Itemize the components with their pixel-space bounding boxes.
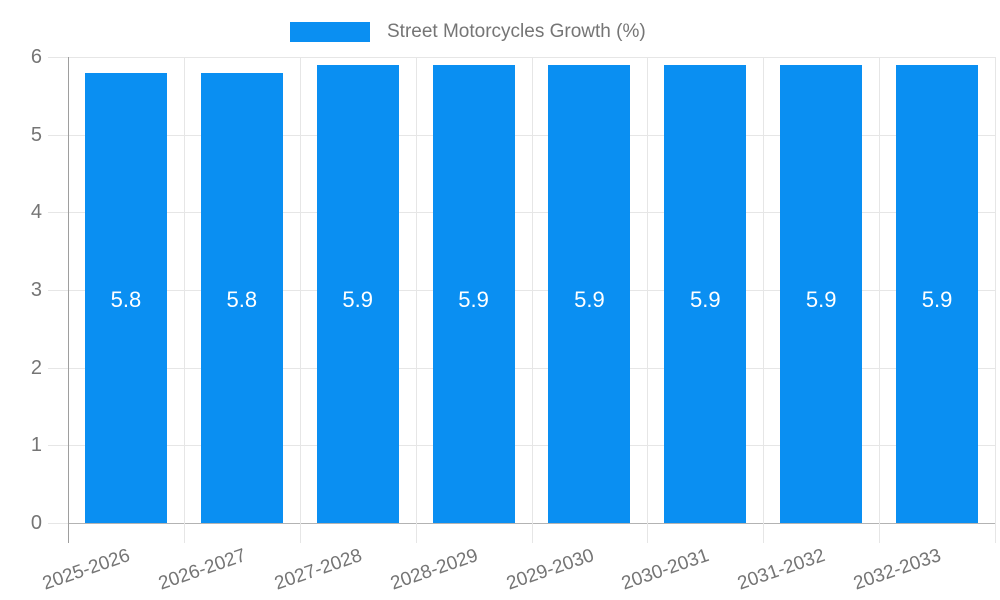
x-axis-tick-label: 2029-2030 (503, 545, 597, 595)
y-axis-tick-label: 2 (30, 356, 42, 379)
x-axis-tick-label: 2025-2026 (40, 545, 133, 595)
y-tick-mark (48, 57, 68, 58)
legend-label: Street Motorcycles Growth (%) (387, 21, 646, 42)
bar-2031-2032[interactable] (780, 64, 863, 523)
y-axis-tick-label: 3 (30, 279, 42, 301)
bar-value-label: 5.8 (110, 287, 142, 312)
x-gridline (183, 57, 185, 543)
x-gridline (299, 57, 301, 543)
bar-value-label: 5.9 (690, 287, 721, 312)
x-gridline (647, 57, 649, 543)
bar-2027-2028[interactable] (316, 64, 399, 523)
y-tick-mark (48, 134, 68, 136)
y-tick-mark (48, 523, 68, 524)
x-gridline (995, 57, 996, 543)
y-axis-tick-label: 4 (30, 201, 42, 224)
bar-value-label: 5.9 (458, 287, 489, 312)
bar-value-label: 5.8 (226, 287, 258, 312)
legend-swatch (290, 22, 370, 42)
x-axis-tick-label: 2026-2027 (155, 545, 249, 595)
x-axis-tick-label: 2027-2028 (271, 545, 365, 595)
bar-2026-2027[interactable] (200, 72, 283, 523)
y-axis-tick-label: 5 (30, 123, 42, 146)
x-gridline (531, 57, 533, 543)
bar-value-label: 5.9 (574, 287, 605, 312)
bar-2028-2029[interactable] (432, 64, 515, 523)
bar-value-label: 5.9 (805, 287, 837, 312)
bar-2032-2033[interactable] (896, 64, 979, 523)
bar-value-label: 5.9 (342, 287, 373, 312)
bar-value-label: 5.9 (921, 287, 953, 312)
x-axis-tick-label: 2030-2031 (619, 545, 713, 595)
bar-2029-2030[interactable] (548, 64, 631, 523)
y-tick-mark (48, 212, 68, 214)
y-axis-tick-label: 0 (30, 512, 42, 534)
x-axis-tick-label: 2028-2029 (387, 545, 481, 595)
y-axis-tick-label: 1 (30, 434, 42, 457)
bar-2030-2031[interactable] (664, 64, 747, 523)
x-gridline (879, 57, 881, 543)
x-gridline (415, 57, 417, 543)
x-axis-tick-label: 2031-2032 (735, 545, 829, 595)
bar-2025-2026[interactable] (84, 72, 167, 523)
x-axis-tick-label: 2032-2033 (851, 545, 944, 595)
y-tick-mark (48, 445, 68, 447)
x-gridline (763, 57, 765, 543)
y-axis-line (68, 57, 69, 543)
y-axis-tick-label: 6 (30, 46, 42, 68)
y-tick-mark (48, 367, 68, 369)
y-tick-mark (48, 290, 68, 291)
legend[interactable]: Street Motorcycles Growth (%) (290, 22, 646, 42)
